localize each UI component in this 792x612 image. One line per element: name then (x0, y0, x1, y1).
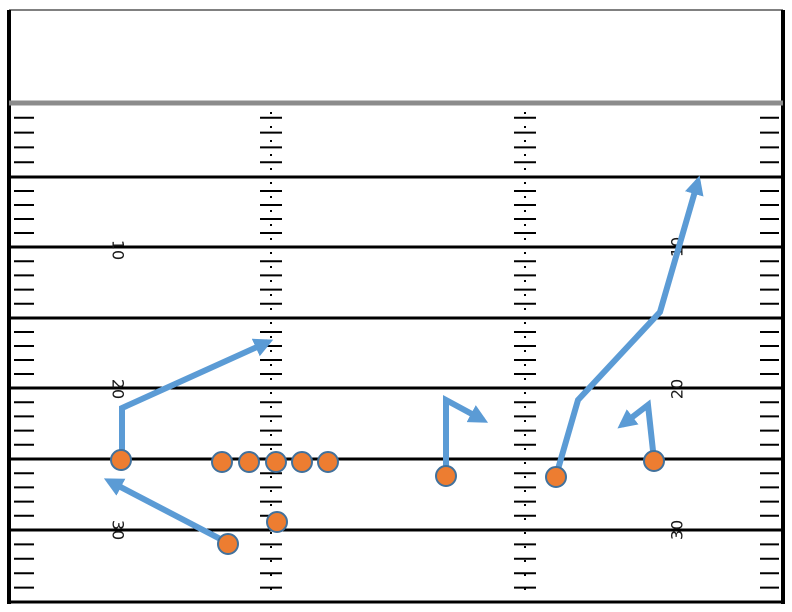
offensive-lineman (265, 451, 287, 473)
running-back (217, 533, 239, 555)
yard-number-left-20: 20 (109, 379, 128, 399)
right-receiver-route (617, 399, 657, 461)
offensive-lineman (291, 451, 313, 473)
yard-number-left-30: 30 (109, 520, 128, 540)
quarterback (266, 511, 288, 533)
slot-receiver-left (435, 465, 457, 487)
yard-number-right-20: 20 (668, 379, 687, 399)
slot-left-route (443, 394, 489, 476)
left-receiver-route (119, 338, 274, 460)
slot-right-route (553, 175, 704, 477)
yard-number-right-30: 30 (668, 520, 687, 540)
routes (103, 175, 704, 546)
field-frame (7, 8, 785, 604)
offensive-lineman (238, 451, 260, 473)
field-background (8, 8, 784, 604)
back-flat-route (103, 478, 230, 546)
offensive-lineman (317, 451, 339, 473)
receiver-left (110, 449, 132, 471)
slot-receiver-right (545, 466, 567, 488)
yard-number-left-10: 10 (109, 240, 128, 260)
players (110, 449, 665, 555)
receiver-right (643, 450, 665, 472)
offensive-lineman (211, 451, 233, 473)
